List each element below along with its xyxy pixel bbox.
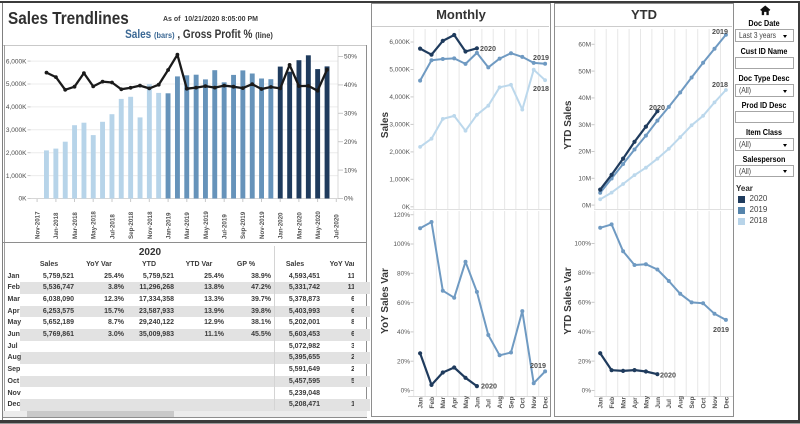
svg-text:0K: 0K bbox=[402, 204, 411, 211]
svg-text:Mar-2018: Mar-2018 bbox=[72, 212, 79, 239]
svg-text:40%: 40% bbox=[397, 329, 410, 336]
svg-text:0K: 0K bbox=[19, 196, 28, 203]
svg-text:1,000K: 1,000K bbox=[389, 177, 410, 184]
svg-text:20%: 20% bbox=[397, 358, 410, 365]
svg-text:0%: 0% bbox=[401, 388, 411, 395]
svg-text:Feb: Feb bbox=[429, 397, 436, 409]
svg-text:Nov-2017: Nov-2017 bbox=[35, 211, 42, 239]
svg-text:Jun: Jun bbox=[474, 397, 481, 409]
svg-text:Jun: Jun bbox=[655, 397, 662, 409]
svg-text:Sep: Sep bbox=[508, 397, 515, 409]
svg-text:2020: 2020 bbox=[481, 382, 497, 391]
svg-text:50%: 50% bbox=[344, 54, 357, 61]
svg-text:May: May bbox=[463, 395, 470, 408]
svg-text:Oct: Oct bbox=[701, 397, 708, 409]
svg-text:Mar: Mar bbox=[440, 396, 447, 408]
svg-text:0M: 0M bbox=[582, 202, 591, 209]
svg-text:May-2019: May-2019 bbox=[203, 211, 210, 239]
svg-text:Jan-2018: Jan-2018 bbox=[53, 212, 60, 239]
svg-text:YTD Sales Var: YTD Sales Var bbox=[563, 267, 574, 334]
svg-text:2019: 2019 bbox=[530, 361, 546, 370]
svg-text:2020: 2020 bbox=[649, 103, 665, 112]
svg-text:30%: 30% bbox=[344, 111, 357, 118]
svg-text:10M: 10M bbox=[578, 176, 591, 183]
svg-text:May-2020: May-2020 bbox=[315, 211, 322, 239]
svg-text:100%: 100% bbox=[393, 241, 410, 248]
svg-text:Nov-2018: Nov-2018 bbox=[147, 211, 154, 239]
svg-text:Aug: Aug bbox=[497, 396, 504, 409]
svg-text:Jul-2020: Jul-2020 bbox=[334, 214, 341, 239]
svg-text:2019: 2019 bbox=[712, 27, 728, 36]
svg-text:Jul: Jul bbox=[486, 399, 493, 409]
svg-text:4,000K: 4,000K bbox=[389, 94, 410, 101]
svg-text:Aug: Aug bbox=[678, 396, 685, 409]
svg-text:Dec: Dec bbox=[723, 396, 730, 408]
svg-text:Nov: Nov bbox=[531, 396, 538, 409]
svg-text:Nov-2019: Nov-2019 bbox=[259, 211, 266, 239]
svg-text:Jan: Jan bbox=[598, 397, 605, 408]
svg-text:80%: 80% bbox=[397, 271, 410, 278]
svg-text:10%: 10% bbox=[344, 167, 357, 174]
svg-text:2020: 2020 bbox=[480, 44, 496, 53]
svg-text:2020: 2020 bbox=[660, 371, 676, 380]
svg-text:30M: 30M bbox=[578, 122, 591, 129]
svg-text:May-2018: May-2018 bbox=[91, 211, 98, 239]
svg-text:Apr: Apr bbox=[632, 397, 639, 409]
svg-text:3,000K: 3,000K bbox=[389, 122, 410, 129]
svg-text:1,000K: 1,000K bbox=[6, 173, 27, 180]
svg-text:6,000K: 6,000K bbox=[6, 58, 27, 65]
svg-text:20%: 20% bbox=[344, 139, 357, 146]
svg-text:2,000K: 2,000K bbox=[6, 150, 27, 157]
svg-text:80%: 80% bbox=[578, 270, 591, 277]
svg-text:Sep-2019: Sep-2019 bbox=[240, 211, 247, 239]
svg-text:Nov: Nov bbox=[712, 396, 719, 409]
svg-text:2,000K: 2,000K bbox=[389, 149, 410, 156]
svg-text:Mar-2020: Mar-2020 bbox=[296, 212, 303, 239]
svg-text:Jul-2018: Jul-2018 bbox=[109, 214, 116, 239]
svg-text:Jul-2019: Jul-2019 bbox=[222, 214, 229, 239]
svg-text:Sep-2018: Sep-2018 bbox=[128, 211, 135, 239]
svg-text:Jan: Jan bbox=[418, 397, 425, 408]
svg-text:100%: 100% bbox=[574, 241, 591, 248]
svg-text:May: May bbox=[643, 395, 650, 408]
svg-text:Jul: Jul bbox=[666, 399, 673, 409]
svg-text:5,000K: 5,000K bbox=[6, 81, 27, 88]
svg-text:60M: 60M bbox=[578, 42, 591, 49]
svg-text:60%: 60% bbox=[578, 300, 591, 307]
svg-text:0%: 0% bbox=[582, 388, 592, 395]
svg-text:2018: 2018 bbox=[533, 84, 549, 93]
svg-text:5,000K: 5,000K bbox=[389, 67, 410, 74]
svg-text:2018: 2018 bbox=[712, 80, 728, 89]
svg-text:6,000K: 6,000K bbox=[389, 39, 410, 46]
svg-text:4,000K: 4,000K bbox=[6, 104, 27, 111]
svg-text:0%: 0% bbox=[344, 196, 354, 203]
svg-text:YoY Sales Var: YoY Sales Var bbox=[380, 268, 391, 334]
svg-text:3,000K: 3,000K bbox=[6, 127, 27, 134]
svg-text:YTD Sales: YTD Sales bbox=[563, 100, 574, 149]
svg-text:Mar-2019: Mar-2019 bbox=[184, 212, 191, 239]
svg-text:120%: 120% bbox=[393, 212, 410, 219]
svg-text:Oct: Oct bbox=[520, 397, 527, 409]
svg-text:50M: 50M bbox=[578, 68, 591, 75]
svg-text:2019: 2019 bbox=[713, 325, 729, 334]
svg-text:Sales: Sales bbox=[380, 111, 391, 138]
svg-text:Feb: Feb bbox=[609, 397, 616, 409]
svg-text:40M: 40M bbox=[578, 95, 591, 102]
svg-text:60%: 60% bbox=[397, 300, 410, 307]
svg-text:40%: 40% bbox=[344, 82, 357, 89]
svg-text:2019: 2019 bbox=[533, 53, 549, 62]
svg-text:Jan-2019: Jan-2019 bbox=[166, 212, 173, 239]
svg-text:Sep: Sep bbox=[689, 397, 696, 409]
svg-text:Mar: Mar bbox=[621, 396, 628, 408]
svg-text:20M: 20M bbox=[578, 149, 591, 156]
svg-text:Dec: Dec bbox=[543, 396, 550, 408]
svg-text:40%: 40% bbox=[578, 329, 591, 336]
svg-text:Apr: Apr bbox=[452, 397, 459, 409]
svg-text:20%: 20% bbox=[578, 358, 591, 365]
svg-text:Jan-2020: Jan-2020 bbox=[278, 212, 285, 239]
